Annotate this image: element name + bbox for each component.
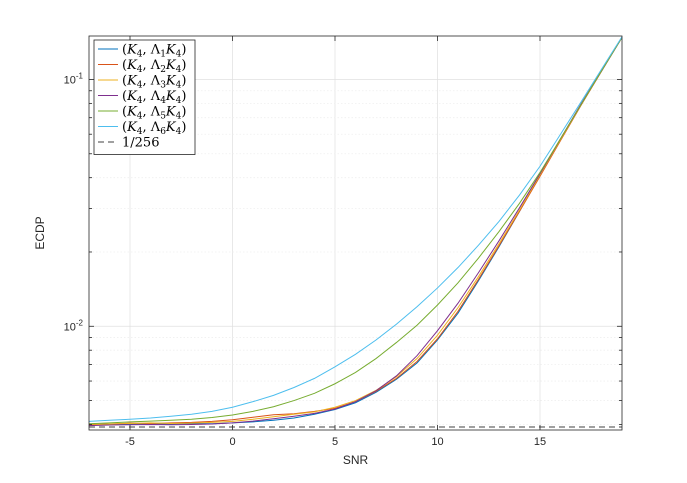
legend-label-subscript: 3: [160, 81, 166, 91]
legend-label-part: ,: [143, 89, 151, 104]
legend-label-part: ): [181, 74, 186, 89]
legend-label-part: ): [181, 43, 186, 58]
legend-label-subscript: 4: [137, 81, 143, 91]
series-line-3: [89, 37, 622, 426]
legend-label-part: K: [165, 105, 177, 120]
legend-label: (K4, Λ6K4): [122, 120, 186, 137]
legend-label: (K4, Λ3K4): [122, 74, 186, 91]
series-line-4: [89, 37, 622, 427]
legend-label-part: (: [122, 89, 127, 104]
legend-label-part: ,: [143, 105, 151, 120]
legend-label-part: K: [165, 58, 177, 73]
legend-label-subscript: 4: [176, 127, 182, 137]
series-line-5: [89, 37, 622, 425]
series-layer: [89, 36, 622, 428]
x-tick-label: 15: [534, 436, 546, 448]
legend-label-part: Λ: [150, 120, 161, 135]
legend-label-subscript: 4: [176, 50, 182, 60]
legend-label-part: Λ: [150, 43, 161, 58]
legend-label: (K4, Λ5K4): [122, 105, 186, 122]
legend-label-subscript: 4: [176, 65, 182, 75]
legend-label-part: K: [126, 74, 138, 89]
legend-label-part: K: [126, 105, 138, 120]
y-tick-label-exponent: -1: [76, 71, 84, 80]
y-tick-label: 10-1: [64, 71, 84, 86]
legend-label: (K4, Λ1K4): [122, 43, 186, 60]
x-tick-label: 10: [431, 436, 443, 448]
legend-label-part: (: [122, 43, 127, 58]
legend-label-part: K: [126, 89, 138, 104]
legend-label-part: ,: [143, 58, 151, 73]
y-tick-label-exponent: -2: [76, 318, 84, 327]
legend-label: 1/256: [122, 136, 159, 151]
series-line-6: [89, 36, 622, 422]
x-tick-label: -5: [125, 436, 135, 448]
legend: (K4, Λ1K4)(K4, Λ2K4)(K4, Λ3K4)(K4, Λ4K4)…: [93, 39, 196, 155]
legend-label-part: ,: [143, 74, 151, 89]
legend-label-part: K: [126, 58, 138, 73]
legend-label: (K4, Λ2K4): [122, 58, 186, 75]
legend-label-part: ): [181, 58, 186, 73]
legend-label-part: ): [181, 89, 186, 104]
y-tick-label-base: 10: [64, 74, 76, 86]
legend-label-part: K: [126, 43, 138, 58]
legend-label-part: Λ: [150, 74, 161, 89]
legend-label-subscript: 4: [137, 112, 143, 122]
x-tick-label: 0: [229, 436, 235, 448]
x-axis-label: SNR: [343, 453, 369, 467]
legend-label-part: ,: [143, 120, 151, 135]
legend-label-part: Λ: [150, 89, 161, 104]
legend-label-subscript: 4: [137, 96, 143, 106]
legend-label-part: (: [122, 120, 127, 135]
legend-label-part: ): [181, 105, 186, 120]
y-axis-label: ECDP: [33, 216, 47, 249]
legend-label-part: Λ: [150, 58, 161, 73]
legend-label-part: Λ: [150, 105, 161, 120]
legend-label: (K4, Λ4K4): [122, 89, 186, 106]
legend-label-subscript: 5: [160, 112, 166, 122]
legend-box: [93, 39, 196, 155]
legend-label-subscript: 4: [176, 96, 182, 106]
legend-label-subscript: 2: [160, 65, 166, 75]
legend-label-part: (: [122, 58, 127, 73]
legend-label-part: K: [165, 120, 177, 135]
plot-frame: [88, 35, 623, 431]
legend-label-part: (: [122, 74, 127, 89]
legend-label-subscript: 4: [176, 112, 182, 122]
legend-label-part: (: [122, 105, 127, 120]
legend-label-subscript: 4: [160, 96, 166, 106]
legend-label-part: K: [165, 43, 177, 58]
legend-label-subscript: 4: [176, 81, 182, 91]
legend-label-part: ): [181, 120, 186, 135]
legend-label-subscript: 1: [160, 50, 166, 60]
legend-label-part: K: [126, 120, 138, 135]
legend-label-subscript: 4: [137, 50, 143, 60]
legend-label-part: K: [165, 74, 177, 89]
x-tick-label: 5: [332, 436, 338, 448]
legend-label-part: K: [165, 89, 177, 104]
legend-label-subscript: 4: [137, 65, 143, 75]
legend-label-part: ,: [143, 43, 151, 58]
y-tick-label-base: 10: [64, 321, 76, 333]
y-tick-label: 10-2: [64, 318, 84, 333]
legend-label-subscript: 4: [137, 127, 143, 137]
legend-label-subscript: 6: [160, 127, 166, 137]
